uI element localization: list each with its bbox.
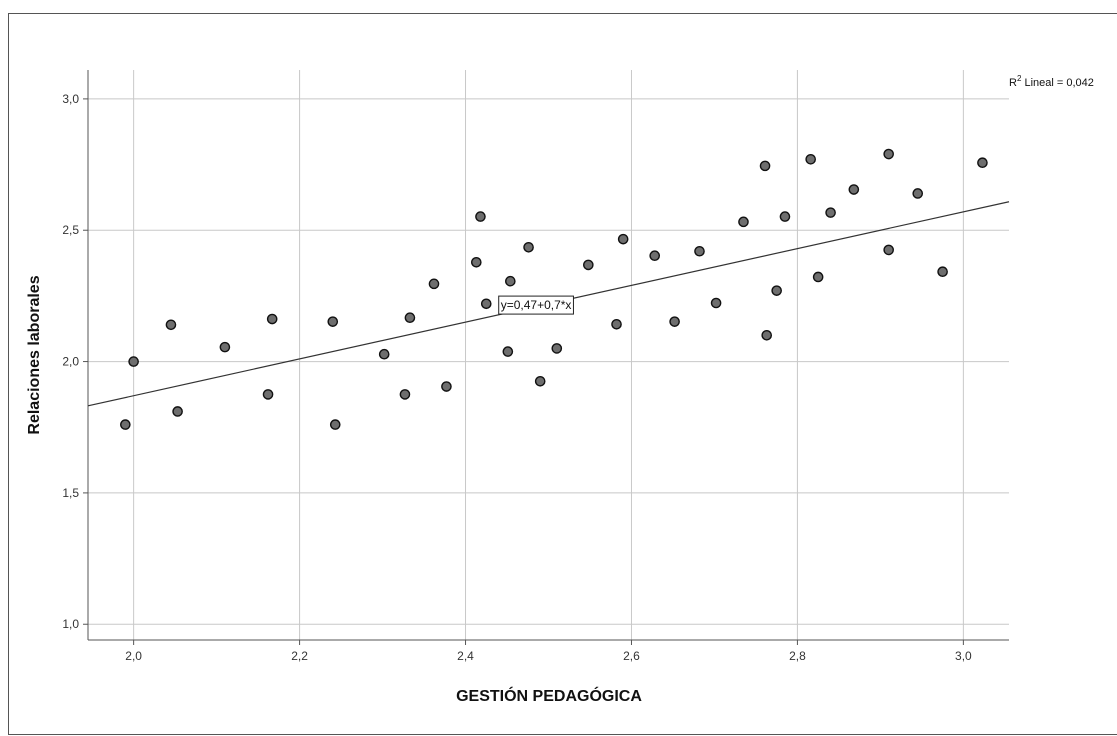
- data-point: [120, 419, 131, 430]
- data-points: [120, 148, 988, 430]
- x-tick-label: 3,0: [955, 649, 972, 663]
- data-point: [428, 278, 440, 290]
- equation-box: [498, 295, 574, 315]
- y-tick-label: 1,5: [62, 486, 79, 500]
- r-squared-label: R2 Lineal = 0,042: [1009, 74, 1094, 89]
- data-point: [883, 148, 894, 160]
- data-point: [779, 211, 791, 222]
- data-point: [471, 256, 482, 268]
- equation-label: y=0,47+0,7*x: [498, 295, 574, 315]
- data-point: [825, 207, 836, 218]
- data-point: [710, 297, 722, 309]
- data-point: [475, 211, 486, 222]
- data-point: [502, 346, 514, 357]
- data-point: [399, 389, 411, 400]
- x-tick-label: 2,2: [291, 649, 308, 663]
- grid-lines: [88, 70, 1009, 640]
- y-tick-labels: 1,0 1,5 2,0 2,5 3,0: [62, 92, 88, 631]
- x-tick-labels: 2,0 2,2 2,4 2,6 2,8 3,0: [125, 640, 972, 663]
- data-point: [805, 154, 816, 165]
- data-point: [505, 275, 516, 287]
- data-point: [378, 348, 390, 360]
- data-point: [480, 298, 492, 310]
- data-point: [771, 285, 782, 296]
- data-point: [583, 259, 594, 271]
- data-point: [165, 319, 177, 331]
- y-tick-label: 2,5: [62, 223, 79, 237]
- data-point: [694, 245, 705, 257]
- data-point: [404, 312, 416, 324]
- data-point: [761, 329, 773, 341]
- data-point: [738, 216, 749, 228]
- data-point: [172, 406, 183, 417]
- r-squared-value: Lineal = 0,042: [1021, 77, 1093, 89]
- data-point: [534, 375, 546, 387]
- data-point: [649, 250, 661, 262]
- x-tick-label: 2,4: [457, 649, 474, 663]
- data-point: [617, 233, 629, 245]
- data-point: [611, 318, 622, 330]
- data-point: [327, 316, 339, 327]
- x-tick-label: 2,8: [789, 649, 806, 663]
- x-tick-label: 2,0: [125, 649, 142, 663]
- data-point: [669, 316, 680, 327]
- data-point: [128, 356, 139, 367]
- data-point: [523, 242, 534, 253]
- y-tick-label: 3,0: [62, 92, 79, 106]
- data-point: [937, 266, 948, 278]
- y-tick-label: 1,0: [62, 617, 79, 631]
- x-axis-title: GESTIÓN PEDAGÓGICA: [456, 686, 642, 705]
- chart-frame: [8, 13, 1117, 735]
- y-axis-title: Relaciones laborales: [26, 275, 43, 434]
- axes: [87, 70, 1009, 641]
- r-squared-superscript: 2: [1017, 74, 1022, 83]
- r-squared-r: R: [1009, 77, 1017, 89]
- equation-text: y=0,47+0,7*x: [501, 298, 572, 312]
- x-tick-label: 2,6: [623, 649, 640, 663]
- data-point: [912, 188, 924, 199]
- data-point: [329, 419, 341, 430]
- data-point: [812, 271, 824, 283]
- data-point: [883, 244, 894, 256]
- y-tick-label: 2,0: [62, 355, 79, 369]
- data-point: [848, 184, 860, 195]
- data-point: [551, 343, 563, 354]
- data-point: [759, 160, 771, 172]
- data-point: [266, 313, 278, 325]
- data-point: [441, 381, 452, 392]
- data-point: [262, 389, 274, 400]
- data-point: [219, 341, 231, 353]
- data-point: [977, 157, 988, 169]
